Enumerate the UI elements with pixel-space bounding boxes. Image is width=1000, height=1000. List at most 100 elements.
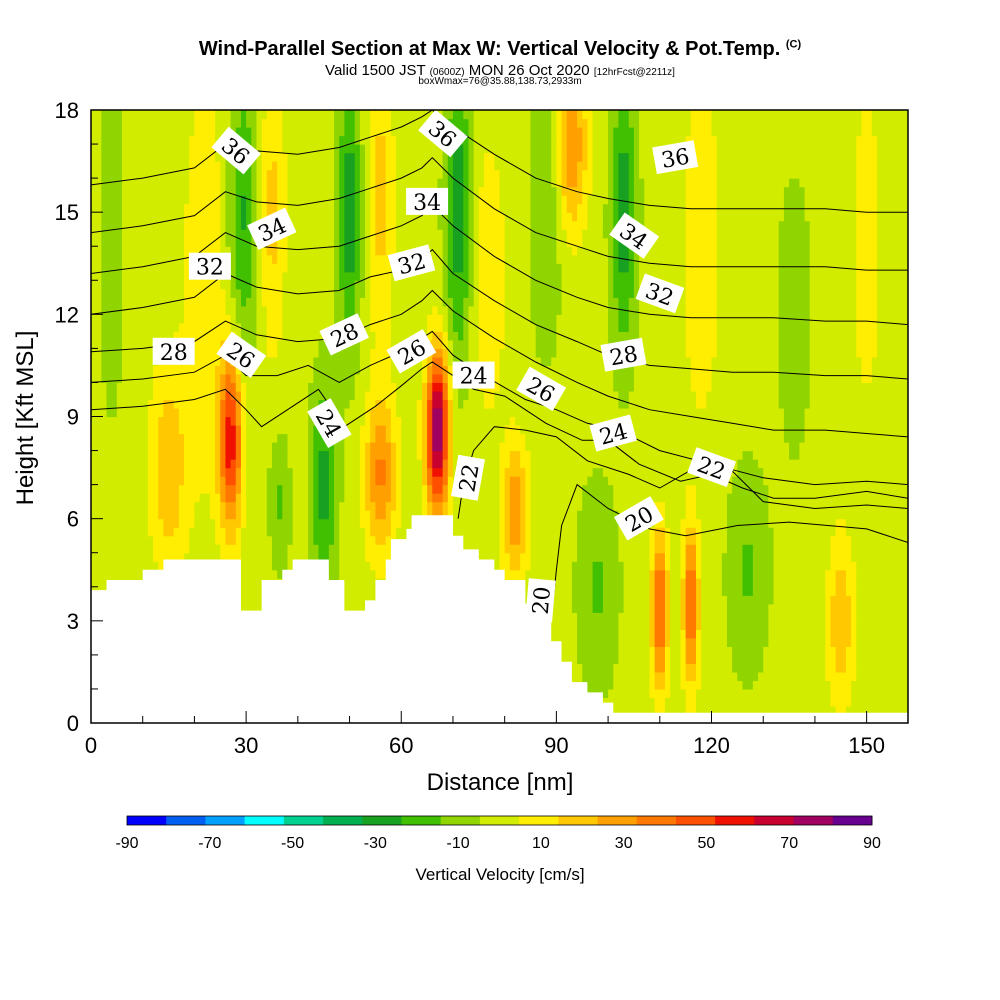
field-cell xyxy=(396,416,402,426)
field-cell xyxy=(370,288,376,298)
field-cell xyxy=(318,254,325,264)
field-cell xyxy=(251,552,258,562)
field-cell xyxy=(235,459,242,469)
field-cell xyxy=(380,433,387,443)
field-cell xyxy=(184,544,190,554)
field-cell xyxy=(168,493,175,503)
field-cell xyxy=(328,552,335,562)
field-cell xyxy=(323,178,330,188)
field-cell xyxy=(292,467,299,477)
field-cell xyxy=(349,305,356,315)
field-cell xyxy=(432,476,439,486)
field-cell xyxy=(225,212,232,222)
field-cell xyxy=(344,263,351,273)
field-cell xyxy=(132,382,139,392)
field-cell xyxy=(323,510,330,520)
field-cell xyxy=(442,288,449,298)
field-cell xyxy=(220,501,227,511)
field-cell xyxy=(277,373,283,384)
field-cell xyxy=(235,373,242,384)
field-cell xyxy=(220,280,227,290)
field-cell xyxy=(168,331,175,341)
field-cell xyxy=(323,365,330,375)
field-cell xyxy=(287,118,294,128)
field-cell xyxy=(215,195,221,205)
field-cell xyxy=(354,518,361,528)
field-cell xyxy=(178,442,185,452)
field-cell xyxy=(354,288,361,298)
field-cell xyxy=(437,450,444,460)
field-cell xyxy=(427,314,433,324)
field-cell xyxy=(96,510,102,520)
field-cell xyxy=(251,212,258,222)
field-cell xyxy=(178,263,185,273)
chart-title-text: Wind-Parallel Section at Max W: Vertical… xyxy=(198,38,781,60)
field-cell xyxy=(240,433,247,443)
field-cell xyxy=(344,246,351,256)
field-cell xyxy=(220,212,227,222)
field-cell xyxy=(235,118,242,128)
field-cell xyxy=(194,237,201,247)
field-cell xyxy=(427,220,433,230)
field-cell xyxy=(256,476,263,486)
field-cell xyxy=(328,484,335,494)
field-cell xyxy=(163,152,170,162)
field-cell xyxy=(287,314,294,324)
field-cell xyxy=(271,118,278,128)
field-cell xyxy=(189,161,196,171)
field-cell xyxy=(240,390,247,401)
field-cell xyxy=(266,535,273,545)
field-cell xyxy=(334,535,340,545)
field-cell xyxy=(209,212,216,222)
field-cell xyxy=(313,178,320,188)
field-cell xyxy=(339,390,345,401)
field-cell xyxy=(142,459,149,469)
field-cell xyxy=(442,322,449,332)
field-cell xyxy=(147,195,154,205)
field-cell xyxy=(380,144,387,154)
field-cell xyxy=(209,288,216,298)
field-cell xyxy=(303,339,309,349)
field-cell xyxy=(153,493,159,503)
field-cell xyxy=(246,271,252,281)
field-cell xyxy=(127,373,133,384)
field-cell xyxy=(416,118,423,128)
field-cell xyxy=(328,110,335,120)
field-cell xyxy=(132,288,139,298)
field-cell xyxy=(194,297,201,307)
field-cell xyxy=(127,416,133,426)
field-cell xyxy=(194,305,201,315)
field-cell xyxy=(432,331,439,341)
field-cell xyxy=(163,305,170,315)
field-cell xyxy=(401,305,408,315)
field-cell xyxy=(287,561,294,571)
chart-subtitle: Valid 1500 JST (0600Z) MON 26 Oct 2020 [… xyxy=(0,62,1000,79)
field-cell xyxy=(390,399,397,409)
field-cell xyxy=(396,390,402,401)
field-cell xyxy=(339,518,345,528)
field-cell xyxy=(308,144,314,154)
field-cell xyxy=(158,237,164,247)
field-cell xyxy=(297,433,304,443)
field-cell xyxy=(153,459,159,469)
field-cell xyxy=(396,229,402,239)
field-cell xyxy=(271,569,278,579)
field-cell xyxy=(173,237,180,247)
field-cell xyxy=(199,365,206,375)
field-cell xyxy=(256,493,263,503)
field-cell xyxy=(271,169,278,179)
field-cell xyxy=(194,220,201,230)
field-cell xyxy=(380,382,387,392)
field-cell xyxy=(328,442,335,452)
field-cell xyxy=(168,144,175,154)
field-cell xyxy=(416,425,423,435)
field-cell xyxy=(178,305,185,315)
field-cell xyxy=(277,425,283,435)
field-cell xyxy=(96,118,102,128)
field-cell xyxy=(96,144,102,154)
field-cell xyxy=(132,535,139,545)
field-cell xyxy=(122,280,128,290)
field-cell xyxy=(246,203,252,213)
field-cell xyxy=(432,144,439,154)
field-cell xyxy=(261,544,268,554)
